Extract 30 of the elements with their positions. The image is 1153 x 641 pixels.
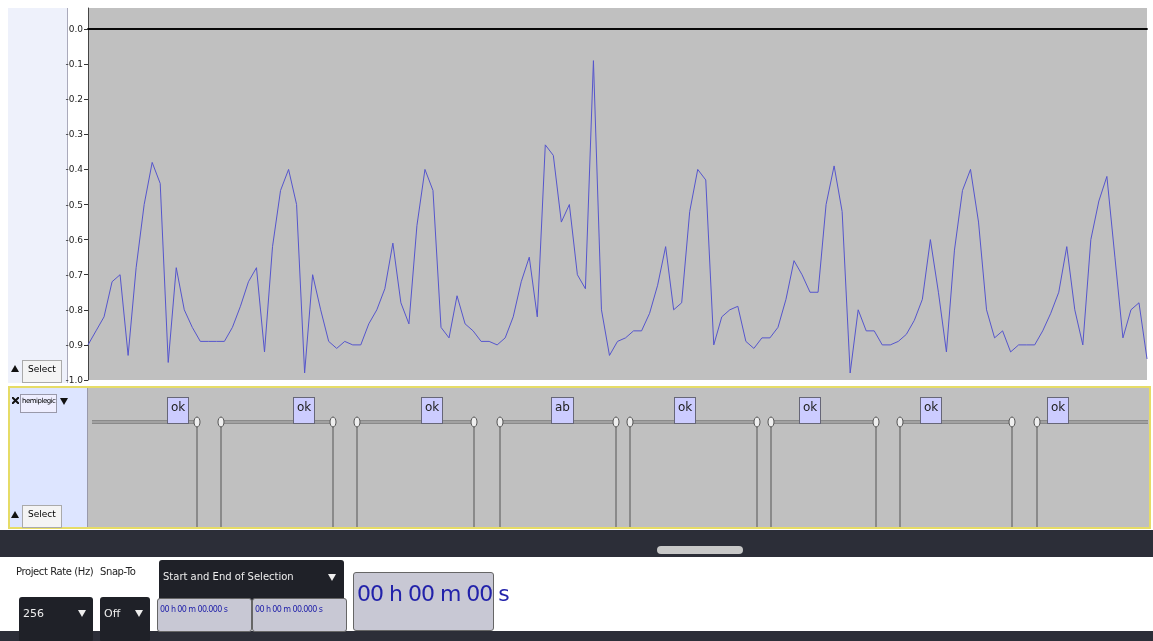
text: ok [1047, 397, 1070, 424]
y-tick-label: -0.9 [65, 339, 84, 350]
text: 00 h 00 m 00 s [356, 580, 509, 608]
y-tick-label: -0.4 [65, 164, 84, 175]
y-tick-label: -0.3 [65, 129, 83, 140]
text: Select [22, 360, 62, 383]
text: ab [551, 397, 574, 424]
text: Start and End of Selection [163, 571, 294, 582]
text: 00 h 00 m 00.000 s [157, 598, 252, 632]
text: Select [22, 505, 62, 528]
y-tick-label: -0.1 [65, 59, 83, 70]
text: Snap-To [100, 566, 136, 577]
text: ok [167, 397, 190, 424]
y-tick-label: -0.7 [65, 269, 83, 280]
text: 256 [19, 597, 93, 641]
text: ok [293, 397, 316, 424]
y-tick-label: -0.8 [65, 304, 84, 315]
text: ok [674, 397, 697, 424]
line-series [87, 60, 1148, 374]
text: Project Rate (Hz) [16, 566, 94, 577]
y-tick-label: -0.5 [65, 199, 83, 210]
text: ok [920, 397, 943, 424]
y-tick-label: -0.2 [65, 94, 83, 105]
text: ok [799, 397, 822, 424]
y-tick-label: 0.0 [68, 24, 84, 35]
text: ok [421, 397, 444, 424]
y-tick-label: -1.0 [65, 375, 84, 385]
text: Off [100, 597, 150, 641]
y-tick-label: -0.6 [65, 234, 84, 245]
text: 00 h 00 m 00.000 s [252, 598, 347, 632]
